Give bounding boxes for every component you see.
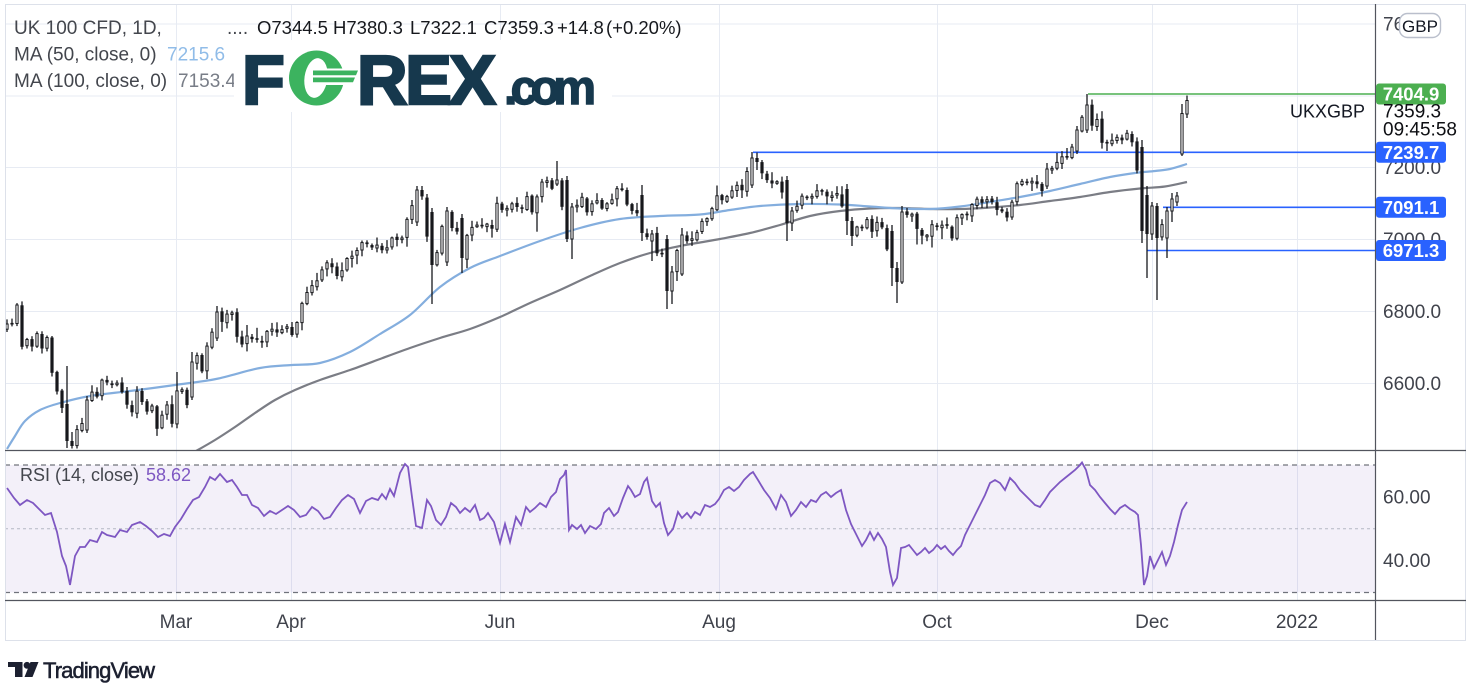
svg-text:....: .... — [227, 18, 248, 39]
svg-text:7200.0: 7200.0 — [1383, 158, 1441, 179]
svg-text:.com: .com — [504, 62, 596, 115]
svg-text:(+0.20%): (+0.20%) — [606, 17, 682, 38]
svg-text:Apr: Apr — [276, 612, 306, 633]
svg-text:6600.0: 6600.0 — [1383, 374, 1441, 395]
svg-text:7239.7: 7239.7 — [1383, 142, 1440, 163]
svg-text:40.00: 40.00 — [1383, 551, 1431, 572]
svg-text:Oct: Oct — [922, 612, 952, 633]
svg-text:H7380.3: H7380.3 — [333, 17, 403, 38]
svg-text:7091.1: 7091.1 — [1383, 197, 1440, 218]
svg-text:Mar: Mar — [160, 612, 193, 633]
svg-text:MA (100, close, 0): MA (100, close, 0) — [14, 71, 167, 92]
svg-text:6971.3: 6971.3 — [1383, 240, 1440, 261]
svg-text:L7322.1: L7322.1 — [410, 17, 477, 38]
svg-text:TradingView: TradingView — [43, 658, 155, 683]
svg-text:+14.8: +14.8 — [557, 17, 604, 38]
svg-text:7153.4: 7153.4 — [178, 71, 237, 92]
svg-text:GBP: GBP — [1402, 17, 1438, 36]
svg-text:7215.6: 7215.6 — [167, 45, 225, 66]
svg-text:C7359.3: C7359.3 — [484, 17, 554, 38]
svg-text:RSI (14, close): RSI (14, close) — [20, 465, 139, 485]
svg-text:7404.9: 7404.9 — [1383, 84, 1440, 105]
svg-text:Dec: Dec — [1135, 612, 1169, 633]
svg-text:2022: 2022 — [1276, 612, 1318, 633]
svg-text:58.62: 58.62 — [146, 465, 191, 485]
svg-text:09:45:58: 09:45:58 — [1383, 120, 1457, 141]
svg-text:UK 100 CFD, 1D,: UK 100 CFD, 1D, — [14, 18, 162, 39]
svg-text:F: F — [242, 41, 285, 119]
svg-text:6800.0: 6800.0 — [1383, 302, 1441, 323]
svg-text:O7344.5: O7344.5 — [257, 17, 328, 38]
svg-text:MA (50, close, 0): MA (50, close, 0) — [14, 45, 157, 66]
svg-text:60.00: 60.00 — [1383, 488, 1431, 509]
svg-text:7359.3: 7359.3 — [1383, 102, 1441, 123]
svg-text:Aug: Aug — [702, 612, 736, 633]
svg-text:Jun: Jun — [485, 612, 516, 633]
svg-text:UKXGBP: UKXGBP — [1290, 102, 1365, 122]
svg-text:REX: REX — [357, 41, 496, 119]
